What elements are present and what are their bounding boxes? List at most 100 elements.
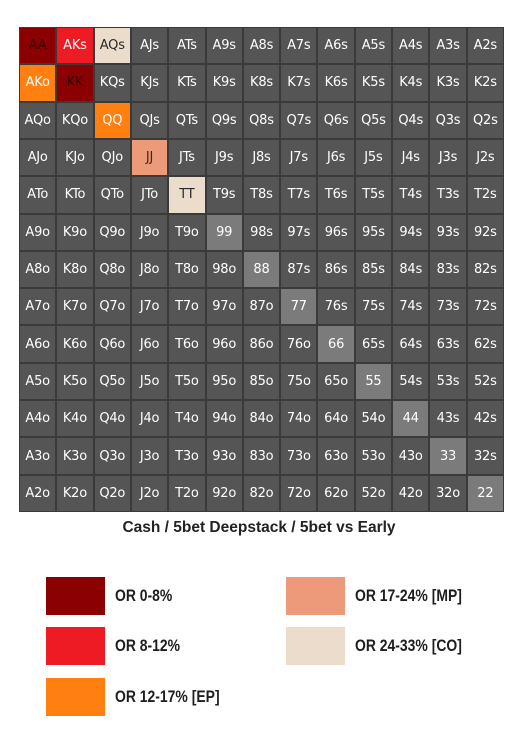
hand-cell-JJ: JJ bbox=[131, 139, 168, 176]
hand-cell-62s: 62s bbox=[467, 326, 503, 362]
hand-cell-83o: 83o bbox=[243, 438, 280, 474]
hand-cell-T2s: T2s bbox=[467, 177, 503, 213]
hand-cell-J9s: J9s bbox=[206, 139, 242, 176]
hand-cell-Q3o: Q3o bbox=[94, 438, 130, 474]
hand-cell-T3o: T3o bbox=[169, 438, 205, 474]
hand-cell-A8o: A8o bbox=[20, 251, 56, 288]
hand-cell-Q6o: Q6o bbox=[94, 326, 130, 362]
hand-cell-75s: 75s bbox=[355, 289, 392, 325]
chart-title: Cash / 5bet Deepstack / 5bet vs Early bbox=[122, 519, 396, 536]
hand-cell-ATo: ATo bbox=[20, 177, 56, 213]
hand-cell-A8s: A8s bbox=[243, 28, 280, 64]
hand-cell-J8s: J8s bbox=[243, 139, 280, 176]
hand-cell-J4s: J4s bbox=[393, 139, 429, 176]
hand-cell-92s: 92s bbox=[467, 214, 503, 250]
hand-cell-J8o: J8o bbox=[131, 251, 168, 288]
hand-cell-85s: 85s bbox=[355, 251, 392, 288]
hand-cell-72o: 72o bbox=[281, 475, 317, 511]
hand-cell-96o: 96o bbox=[206, 326, 242, 362]
hand-cell-J9o: J9o bbox=[131, 214, 168, 250]
hand-cell-42s: 42s bbox=[467, 401, 503, 437]
hand-cell-Q3s: Q3s bbox=[430, 102, 466, 138]
hand-cell-A7o: A7o bbox=[20, 289, 56, 325]
hand-cell-T6o: T6o bbox=[169, 326, 205, 362]
hand-cell-T9s: T9s bbox=[206, 177, 242, 213]
legend-label: OR 12-17% [EP] bbox=[115, 687, 220, 706]
hand-cell-J5s: J5s bbox=[355, 139, 392, 176]
hand-cell-AQo: AQo bbox=[20, 102, 56, 138]
hand-cell-Q7o: Q7o bbox=[94, 289, 130, 325]
hand-cell-T8s: T8s bbox=[243, 177, 280, 213]
hand-cell-86s: 86s bbox=[318, 251, 354, 288]
hand-cell-A6o: A6o bbox=[20, 326, 56, 362]
hand-cell-87o: 87o bbox=[243, 289, 280, 325]
hand-cell-A9s: A9s bbox=[206, 28, 242, 64]
hand-cell-96s: 96s bbox=[318, 214, 354, 250]
hand-cell-ATs: ATs bbox=[169, 28, 205, 64]
hand-cell-A7s: A7s bbox=[281, 28, 317, 64]
hand-cell-KQs: KQs bbox=[94, 65, 130, 101]
hand-cell-QTs: QTs bbox=[169, 102, 205, 138]
hand-cell-A2s: A2s bbox=[467, 28, 503, 64]
legend-label: OR 17-24% [MP] bbox=[355, 586, 462, 605]
legend-item-or-24-33: OR 24-33% [CO] bbox=[286, 627, 506, 665]
hand-cell-74o: 74o bbox=[281, 401, 317, 437]
hand-cell-65s: 65s bbox=[355, 326, 392, 362]
hand-cell-QTo: QTo bbox=[94, 177, 130, 213]
hand-cell-A9o: A9o bbox=[20, 214, 56, 250]
hand-cell-KTo: KTo bbox=[57, 177, 93, 213]
hand-cell-K3o: K3o bbox=[57, 438, 93, 474]
hand-cell-87s: 87s bbox=[281, 251, 317, 288]
hand-cell-T9o: T9o bbox=[169, 214, 205, 250]
hand-cell-JTo: JTo bbox=[131, 177, 168, 213]
hand-cell-32s: 32s bbox=[467, 438, 503, 474]
hand-cell-T6s: T6s bbox=[318, 177, 354, 213]
hand-cell-33: 33 bbox=[430, 438, 466, 474]
hand-cell-AJo: AJo bbox=[20, 139, 56, 176]
hand-cell-64o: 64o bbox=[318, 401, 354, 437]
hand-cell-AJs: AJs bbox=[131, 28, 168, 64]
hand-cell-K2o: K2o bbox=[57, 475, 93, 511]
hand-cell-AQs: AQs bbox=[94, 28, 130, 64]
hand-cell-63s: 63s bbox=[430, 326, 466, 362]
hand-cell-K8o: K8o bbox=[57, 251, 93, 288]
hand-cell-J3s: J3s bbox=[430, 139, 466, 176]
hand-cell-T4s: T4s bbox=[393, 177, 429, 213]
hand-cell-53s: 53s bbox=[430, 363, 466, 400]
hand-cell-QJs: QJs bbox=[131, 102, 168, 138]
hand-cell-T7o: T7o bbox=[169, 289, 205, 325]
hand-cell-22: 22 bbox=[467, 475, 503, 511]
hand-cell-KJo: KJo bbox=[57, 139, 93, 176]
hand-cell-94o: 94o bbox=[206, 401, 242, 437]
legend-label: OR 0-8% bbox=[115, 586, 173, 605]
hand-cell-Q5s: Q5s bbox=[355, 102, 392, 138]
hand-cell-J6s: J6s bbox=[318, 139, 354, 176]
hand-cell-97o: 97o bbox=[206, 289, 242, 325]
hand-cell-98s: 98s bbox=[243, 214, 280, 250]
hand-cell-73o: 73o bbox=[281, 438, 317, 474]
hand-range-grid: AA AKs AQs AJs ATs A9s A8s A7s A6s A5s A4s A3s A2s AK… bbox=[19, 27, 504, 512]
hand-cell-Q6s: Q6s bbox=[318, 102, 354, 138]
hand-cell-T2o: T2o bbox=[169, 475, 205, 511]
hand-cell-Q2s: Q2s bbox=[467, 102, 503, 138]
hand-cell-92o: 92o bbox=[206, 475, 242, 511]
hand-cell-K2s: K2s bbox=[467, 65, 503, 101]
hand-cell-J2s: J2s bbox=[467, 139, 503, 176]
hand-cell-K5o: K5o bbox=[57, 363, 93, 400]
legend-swatch bbox=[46, 577, 105, 615]
hand-cell-94s: 94s bbox=[393, 214, 429, 250]
hand-cell-K9s: K9s bbox=[206, 65, 242, 101]
hand-cell-K3s: K3s bbox=[430, 65, 466, 101]
hand-cell-76o: 76o bbox=[281, 326, 317, 362]
hand-cell-85o: 85o bbox=[243, 363, 280, 400]
hand-cell-T8o: T8o bbox=[169, 251, 205, 288]
hand-cell-65o: 65o bbox=[318, 363, 354, 400]
hand-cell-T5s: T5s bbox=[355, 177, 392, 213]
hand-cell-KTs: KTs bbox=[169, 65, 205, 101]
legend-swatch bbox=[286, 627, 345, 665]
hand-cell-T5o: T5o bbox=[169, 363, 205, 400]
hand-cell-88: 88 bbox=[243, 251, 280, 288]
hand-cell-75o: 75o bbox=[281, 363, 317, 400]
hand-cell-Q8s: Q8s bbox=[243, 102, 280, 138]
hand-cell-QJo: QJo bbox=[94, 139, 130, 176]
